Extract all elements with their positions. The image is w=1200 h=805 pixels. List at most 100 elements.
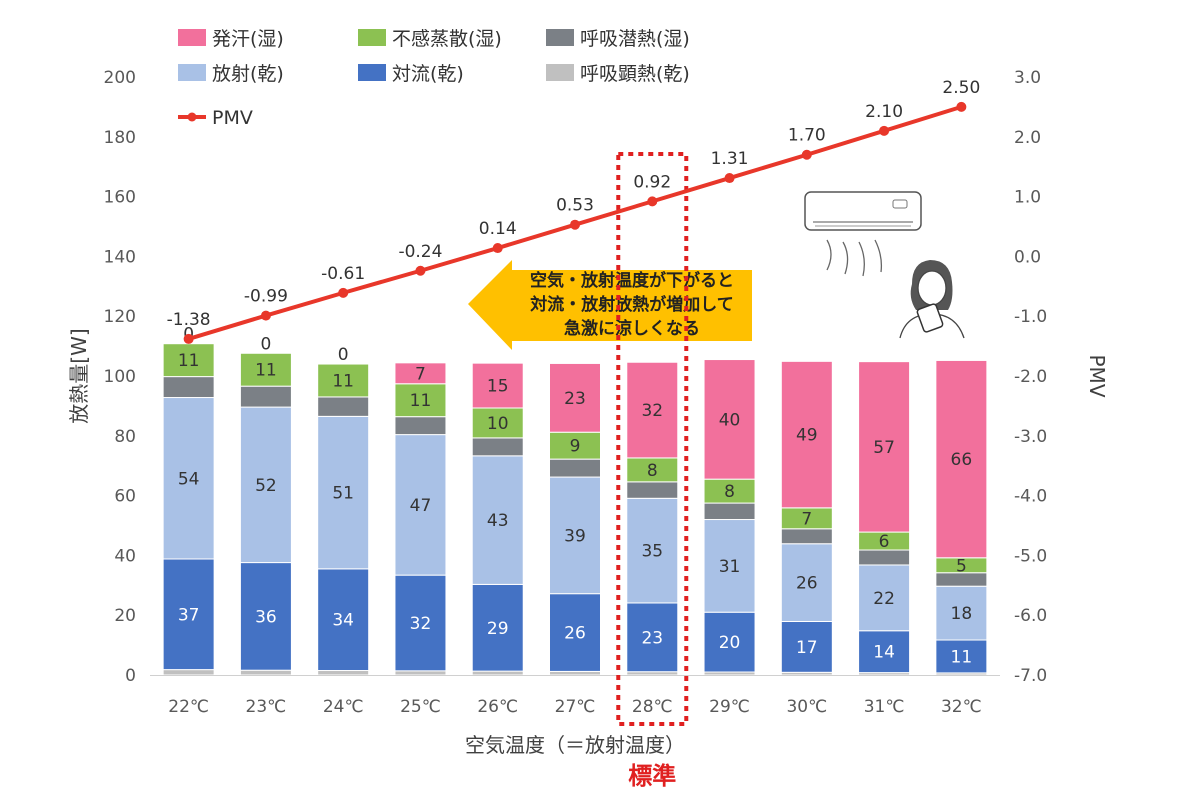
pmv-label: 1.31 xyxy=(711,149,749,169)
y2-tick-label: -2.0 xyxy=(1014,367,1047,387)
callout-text-line: 急激に涼しくなる xyxy=(564,318,700,339)
y-tick-label: 60 xyxy=(114,487,136,507)
bar-segment xyxy=(162,558,215,671)
data-label: 11 xyxy=(178,351,200,371)
x-tick-label: 30℃ xyxy=(786,697,827,717)
bar-segment xyxy=(471,670,524,676)
x-tick-label: 32℃ xyxy=(941,697,982,717)
data-label: 26 xyxy=(564,624,586,644)
bar-segment xyxy=(317,396,370,417)
data-label: 8 xyxy=(724,482,735,502)
data-label: 11 xyxy=(332,371,354,391)
legend-swatch xyxy=(178,29,206,46)
pmv-label: -0.99 xyxy=(244,287,288,307)
data-label: 0 xyxy=(260,334,271,354)
y2-tick-label: -4.0 xyxy=(1014,487,1047,507)
bar-segment xyxy=(317,363,370,398)
data-label: 34 xyxy=(332,611,354,631)
y2-tick-label: -3.0 xyxy=(1014,427,1047,447)
data-label: 40 xyxy=(719,410,741,430)
callout-text-line: 対流・放射放熱が増加して xyxy=(529,294,734,315)
y-tick-label: 0 xyxy=(125,666,136,686)
x-axis: 22℃ 23℃ 24℃ 25℃ 26℃ 27℃ 28℃ 29℃ 30℃ 31℃ 32℃ 空気温度（＝放… xyxy=(150,675,1000,757)
data-label: 66 xyxy=(951,450,973,470)
pmv-point xyxy=(338,287,349,298)
pmv-series: -1.38 -0.99 -0.61 -0.24 0.14 0.53 0.92 1.31 1.70… xyxy=(167,78,980,344)
data-label: 23 xyxy=(641,628,663,648)
bar-segment xyxy=(549,476,601,595)
bar-segment xyxy=(549,431,601,460)
data-label: 32 xyxy=(410,614,432,634)
bar-segment xyxy=(394,362,447,385)
bar-segment xyxy=(780,620,833,673)
right-y-axis: -7.0 -6.0 -5.0 -4.0 -3.0 -2.0 -1.0 0.0 1.0 2.0 3.0… xyxy=(1014,68,1109,686)
data-label: 36 xyxy=(255,607,277,627)
data-label: 39 xyxy=(564,526,586,546)
bar-segment xyxy=(162,397,215,560)
bar-segment xyxy=(471,583,524,672)
bar-segment xyxy=(549,458,601,478)
pmv-point xyxy=(724,173,735,184)
bar-segment xyxy=(471,437,524,457)
legend-swatch xyxy=(546,29,574,46)
bar-segment xyxy=(239,669,292,676)
data-label: 14 xyxy=(873,643,895,663)
pmv-point xyxy=(492,243,503,254)
bar-segment xyxy=(471,407,524,439)
bar-segment xyxy=(858,564,911,632)
air-conditioner-icon xyxy=(804,191,922,277)
bar-segment xyxy=(394,434,447,576)
bar-segment xyxy=(317,415,370,570)
bar-segment xyxy=(935,639,988,674)
bar-segment xyxy=(549,670,601,676)
pmv-point xyxy=(183,333,194,344)
bar-segment xyxy=(317,670,370,676)
y-tick-label: 180 xyxy=(104,128,136,148)
data-label: 22 xyxy=(873,589,895,609)
x-tick-label: 26℃ xyxy=(477,697,518,717)
legend-marker xyxy=(187,112,197,122)
legend-label: 対流(乾) xyxy=(392,63,464,85)
pmv-point xyxy=(801,149,812,160)
standard-highlight: 標準 xyxy=(616,152,689,790)
data-label: 10 xyxy=(487,414,509,434)
data-label: 57 xyxy=(873,438,895,458)
bar-segment xyxy=(471,362,524,409)
legend-swatch xyxy=(178,64,206,81)
x-tick-label: 24℃ xyxy=(323,697,364,717)
left-y-axis: 0 20 40 60 80 100 120 140 160 180 200 放熱量[W] xyxy=(67,68,136,686)
standard-label: 標準 xyxy=(628,762,676,790)
legend-swatch xyxy=(546,64,574,81)
data-label: 15 xyxy=(487,377,509,397)
data-label: 43 xyxy=(487,511,509,531)
data-label: 52 xyxy=(255,476,277,496)
y2-tick-label: -1.0 xyxy=(1014,307,1047,327)
bar-segment xyxy=(394,574,447,672)
y2-tick-label: 2.0 xyxy=(1014,128,1041,148)
data-label: 20 xyxy=(719,633,741,653)
data-label: 7 xyxy=(415,364,426,384)
y2-tick-label: -7.0 xyxy=(1014,666,1047,686)
bar-segment xyxy=(549,362,601,433)
legend-label: 呼吸潜熱(湿) xyxy=(580,28,690,50)
bar-segment xyxy=(626,602,679,673)
data-label: 31 xyxy=(719,557,741,577)
x-tick-label: 25℃ xyxy=(400,697,441,717)
callout-text-line: 空気・放射温度が下がると xyxy=(530,270,734,291)
pmv-label: -1.38 xyxy=(167,310,211,330)
y-tick-label: 100 xyxy=(104,367,136,387)
pmv-label: 0.14 xyxy=(479,219,517,239)
bar-segment xyxy=(626,361,679,459)
legend-label: PMV xyxy=(212,107,253,129)
legend-swatch xyxy=(358,29,386,46)
x-tick-label: 27℃ xyxy=(555,697,596,717)
y-tick-label: 120 xyxy=(104,307,136,327)
data-label: 17 xyxy=(796,638,818,658)
legend-label: 呼吸顕熱(乾) xyxy=(580,63,690,85)
bar-segment xyxy=(394,416,447,436)
y-tick-label: 80 xyxy=(114,427,136,447)
pmv-label: -0.61 xyxy=(321,264,365,284)
bar-segment xyxy=(703,359,756,480)
x-tick-label: 22℃ xyxy=(168,697,209,717)
